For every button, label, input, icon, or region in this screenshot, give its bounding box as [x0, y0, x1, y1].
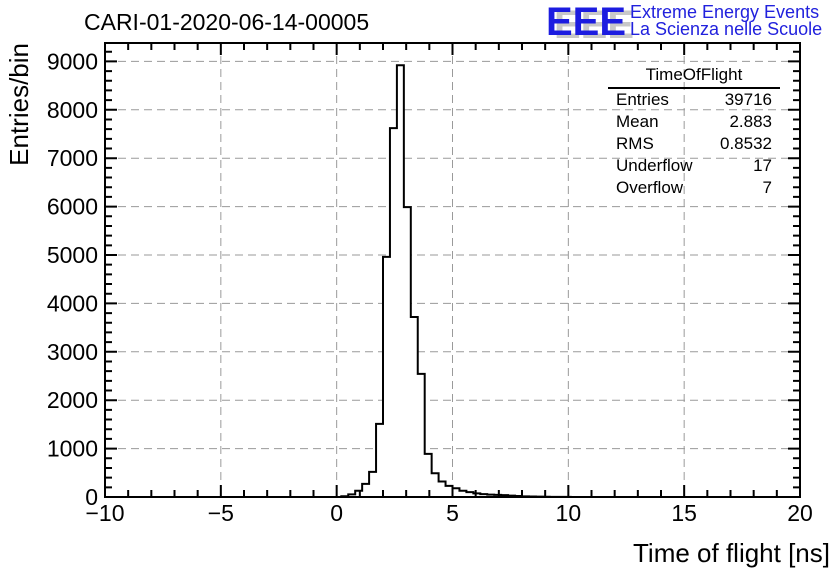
stats-value: 17	[753, 156, 772, 175]
stats-row-underflow: Underflow 17	[608, 155, 780, 177]
stats-value: 0.8532	[720, 134, 772, 153]
y-tick-label: 0	[85, 484, 98, 510]
x-tick-label: −5	[208, 500, 234, 526]
gridlines	[105, 43, 800, 497]
x-tick-label: 10	[556, 500, 582, 526]
x-tick-label: 15	[671, 500, 697, 526]
stats-row-overflow: Overflow 7	[608, 177, 780, 199]
y-tick-label: 2000	[47, 387, 98, 413]
y-tick-label: 8000	[47, 97, 98, 123]
y-tick-label: 6000	[47, 194, 98, 220]
x-tick-label: 0	[330, 500, 343, 526]
stats-box-title: TimeOfFlight	[608, 62, 780, 89]
y-tick-label: 3000	[47, 339, 98, 365]
stats-row-mean: Mean 2.883	[608, 111, 780, 133]
stats-label: Overflow	[616, 178, 684, 197]
x-tick-label: 5	[446, 500, 459, 526]
y-tick-label: 1000	[47, 436, 98, 462]
axis-ticks	[104, 43, 801, 498]
y-tick-label: 4000	[47, 290, 98, 316]
y-tick-label: 9000	[47, 48, 98, 74]
y-tick-label: 5000	[47, 242, 98, 268]
stats-label: Entries	[616, 90, 669, 109]
stats-label: Mean	[616, 112, 659, 131]
plot-title: CARI-01-2020-06-14-00005	[84, 9, 370, 35]
x-axis-title: Time of flight [ns]	[633, 538, 830, 568]
eee-logo: EEE Extreme Energy Events La Scienza nel…	[546, 0, 836, 46]
x-tick-label: 20	[787, 500, 813, 526]
eee-logo-tagline: Extreme Energy Events La Scienza nelle S…	[630, 2, 823, 39]
eee-tagline-line1: Extreme Energy Events	[630, 2, 820, 22]
y-axis-title: Entries/bin	[4, 43, 34, 166]
stats-row-entries: Entries 39716	[608, 89, 780, 111]
stats-box: TimeOfFlight Entries 39716 Mean 2.883 RM…	[608, 62, 780, 199]
stats-row-rms: RMS 0.8532	[608, 133, 780, 155]
stats-label: RMS	[616, 134, 654, 153]
eee-tagline-line2: La Scienza nelle Scuole	[630, 18, 823, 39]
stats-value: 39716	[724, 90, 772, 109]
stats-label: Underflow	[616, 156, 693, 175]
eee-logo-letters: EEE	[546, 0, 627, 44]
y-tick-label: 7000	[47, 145, 98, 171]
stats-value: 7	[762, 178, 772, 197]
stats-value: 2.883	[729, 112, 772, 131]
x-tick-label: −10	[85, 500, 124, 526]
